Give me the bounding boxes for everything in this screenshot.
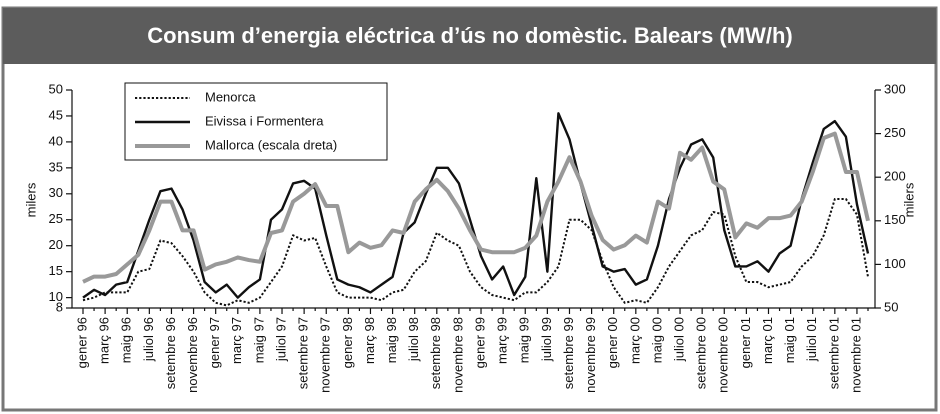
title-bar (3, 8, 936, 64)
x-tick-label: novembre 96 (185, 317, 200, 393)
x-tick-label: novembre 99 (583, 317, 598, 393)
x-tick-label: novembre 01 (848, 317, 863, 393)
y-tick-label: 35 (49, 159, 63, 174)
y-tick-label: 50 (49, 81, 63, 96)
x-tick-label: maig 99 (517, 317, 532, 363)
x-tick-label: març 99 (495, 317, 510, 364)
x-tick-label: juliol 98 (406, 317, 421, 362)
x-tick-label: maig 98 (384, 317, 399, 363)
x-tick-label: novembre 98 (450, 317, 465, 393)
x-tick-label: març 98 (362, 317, 377, 364)
x-tick-label: gener 01 (738, 317, 753, 368)
x-tick-label: gener 99 (472, 317, 487, 368)
x-tick-label: març 01 (760, 317, 775, 364)
x-tick-label: gener 00 (605, 317, 620, 368)
series-line (82, 131, 870, 284)
y2-tick-label: 250 (884, 125, 906, 140)
x-tick-label: setembre 99 (561, 317, 576, 389)
y2-tick-label: 200 (884, 169, 906, 184)
y-axis-label: milers (23, 182, 38, 217)
x-tick-label: juliol 00 (671, 317, 686, 362)
x-tick-label: novembre 97 (318, 317, 333, 393)
x-tick-label: novembre 00 (716, 317, 731, 393)
x-tick-label: setembre 97 (296, 317, 311, 389)
x-tick-label: setembre 00 (694, 317, 709, 389)
y-tick-label: 10 (49, 289, 63, 304)
y-tick-label: 30 (49, 185, 63, 200)
chart-title: Consum d’energia eléctrica d’ús no domès… (147, 23, 792, 48)
x-tick-label: juliol 99 (539, 317, 554, 362)
axis-frame (71, 90, 876, 309)
legend-label: Menorca (205, 89, 256, 104)
x-tick-label: setembre 01 (826, 317, 841, 389)
y2-tick-label: 100 (884, 256, 906, 271)
y2-tick-label: 300 (884, 81, 906, 96)
y-tick-label: 45 (49, 107, 63, 122)
y-tick-label: 8 (56, 299, 63, 314)
x-tick-label: gener 97 (207, 317, 222, 368)
y-tick-label: 20 (49, 237, 63, 252)
x-tick-label: maig 96 (119, 317, 134, 363)
x-tick-label: març 97 (229, 317, 244, 364)
x-tick-label: gener 98 (340, 317, 355, 368)
x-tick-label: maig 97 (251, 317, 266, 363)
x-tick-label: març 96 (97, 317, 112, 364)
series-line (82, 198, 869, 307)
x-tick-label: setembre 98 (428, 317, 443, 389)
x-tick-label: gener 96 (74, 317, 89, 368)
y-tick-label: 40 (49, 133, 63, 148)
y2-axis-label: milers (901, 182, 916, 217)
legend-label: Eivissa i Formentera (205, 113, 324, 128)
y-tick-label: 15 (49, 263, 63, 278)
x-tick-label: juliol 96 (141, 317, 156, 362)
y2-tick-label: 50 (884, 299, 898, 314)
x-tick-label: juliol 97 (273, 317, 288, 362)
x-tick-label: juliol 01 (804, 317, 819, 362)
x-tick-label: maig 01 (782, 317, 797, 363)
x-tick-label: març 00 (627, 317, 642, 364)
y2-tick-label: 150 (884, 212, 906, 227)
legend-label: Mallorca (escala dreta) (205, 137, 337, 152)
y-tick-label: 25 (49, 211, 63, 226)
x-tick-label: setembre 96 (163, 317, 178, 389)
x-tick-label: maig 00 (649, 317, 664, 363)
